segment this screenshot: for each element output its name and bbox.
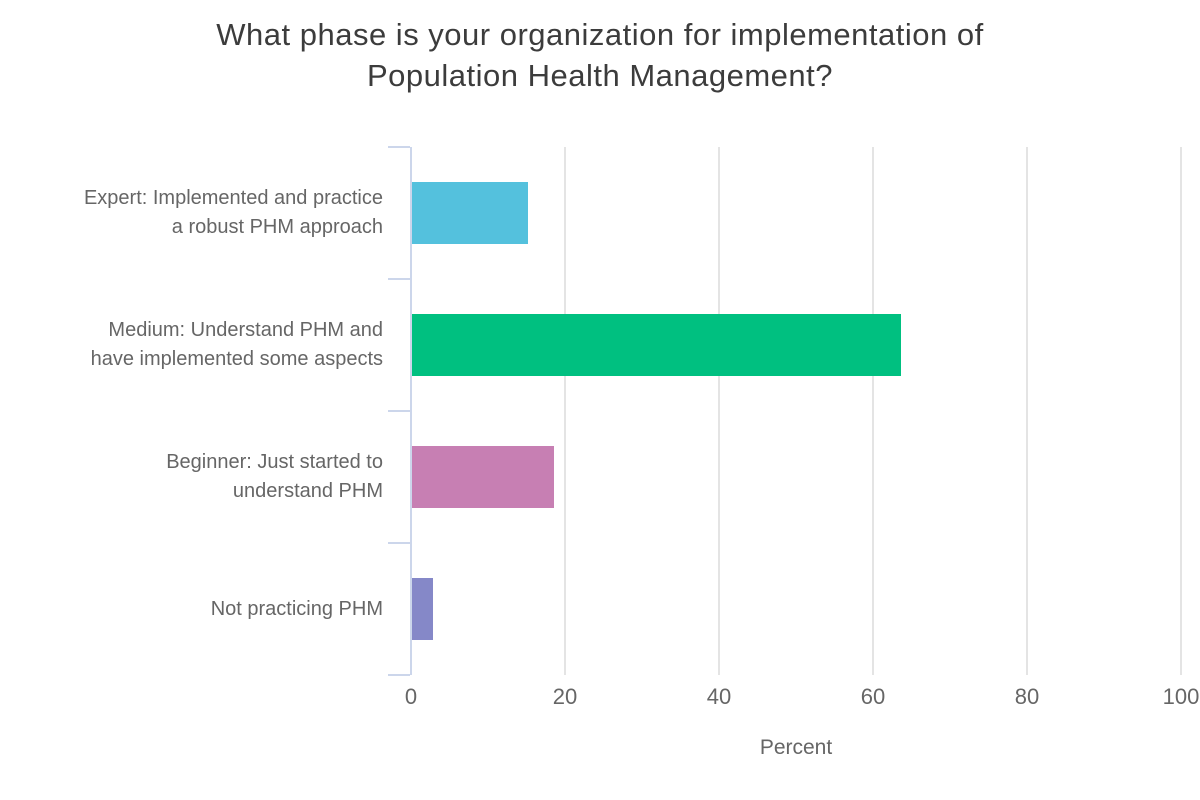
category-label-line: have implemented some aspects [90, 348, 383, 370]
category-label-line: Not practicing PHM [210, 597, 383, 620]
chart-title: What phase is your organization for impl… [0, 14, 1200, 96]
category-label: Medium: Understand PHM and have implement… [0, 279, 383, 411]
category-label: Expert: Implemented and practice a robust… [0, 147, 383, 279]
category-label-line: Beginner: Just started to [166, 451, 383, 473]
category-label-line: Medium: Understand PHM and [108, 319, 383, 341]
category-axis-line [410, 147, 412, 675]
bar [412, 182, 528, 244]
value-axis-tick-labels: 0 20 40 60 80 100 [405, 684, 1199, 714]
x-axis-title: Percent [759, 736, 833, 759]
category-axis-tick [388, 278, 410, 280]
value-axis-tick-label: 60 [860, 684, 886, 709]
chart-title-line-1: What phase is your organization for impl… [216, 17, 984, 52]
plot-area [388, 146, 1182, 676]
category-axis-tick [388, 410, 410, 412]
chart-title-line-2: Population Health Management? [366, 58, 834, 93]
category-axis-tick [388, 146, 410, 148]
gridline-80 [1026, 147, 1028, 675]
category-label-line: Expert: Implemented and practice [83, 187, 383, 209]
gridline-40 [718, 147, 720, 675]
gridline-20 [564, 147, 566, 675]
category-label-line: a robust PHM approach [171, 216, 383, 238]
gridline-60 [872, 147, 874, 675]
category-label: Beginner: Just started to understand PHM [0, 411, 383, 543]
category-label: Not practicing PHM [0, 543, 383, 675]
bar [412, 446, 555, 508]
bar [412, 578, 433, 640]
value-axis-tick-label: 100 [1162, 684, 1200, 709]
value-axis-tick-label: 20 [552, 684, 578, 709]
category-axis-tick [388, 674, 410, 676]
value-axis-tick-label: 80 [1014, 684, 1040, 709]
category-axis-tick [388, 542, 410, 544]
category-label-line: understand PHM [232, 480, 383, 502]
gridline-100 [1180, 147, 1182, 675]
bar [412, 314, 901, 376]
value-axis-tick-label: 40 [706, 684, 732, 709]
category-axis-labels: Expert: Implemented and practice a robust… [0, 147, 383, 675]
value-axis-tick-label: 0 [404, 684, 418, 709]
